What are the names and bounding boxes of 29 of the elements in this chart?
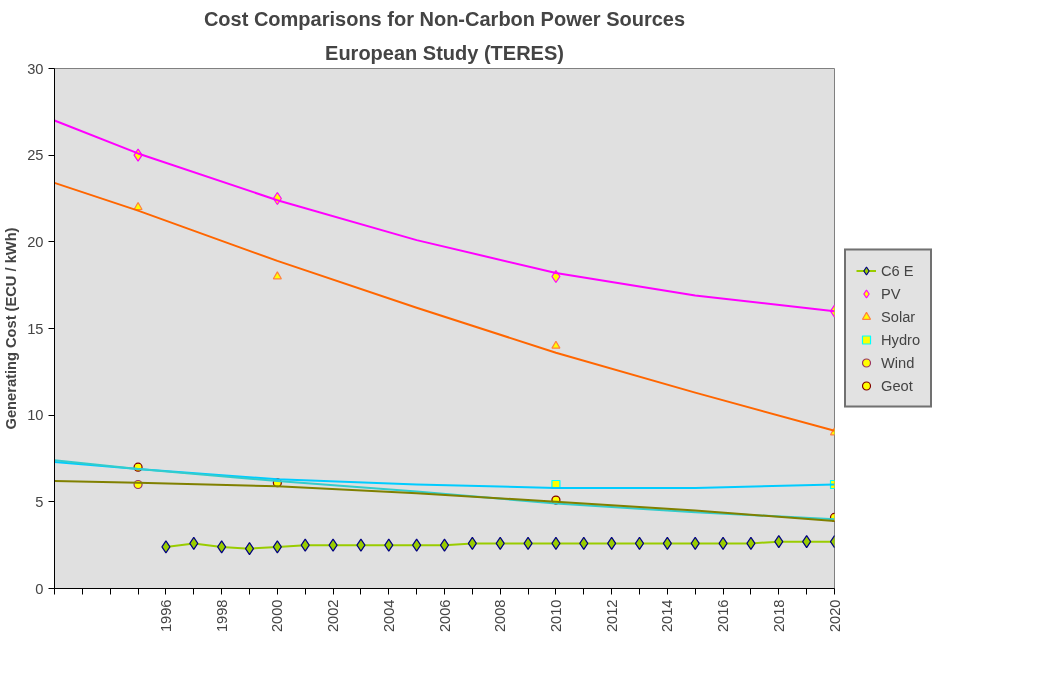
legend-label: Hydro: [881, 331, 921, 348]
legend-label: Geot: [881, 377, 913, 394]
x-tick-label: 2012: [603, 599, 620, 633]
chart-title: Cost Comparisons for Non-Carbon Power Sources: [203, 7, 686, 30]
x-tick-label: 2008: [492, 599, 509, 633]
y-tick-label: 5: [35, 493, 44, 510]
x-tick-label: 2004: [380, 599, 397, 633]
y-tick-label: 20: [27, 233, 44, 250]
y-tick-label: 15: [27, 320, 44, 337]
x-tick-label: 1998: [213, 599, 230, 633]
x-tick-label: 2018: [770, 599, 787, 633]
x-tick-label: 2014: [659, 599, 676, 633]
legend-label: C6 E: [881, 262, 914, 279]
legend-label: PV: [881, 285, 901, 302]
x-tick-label: 2020: [826, 599, 843, 633]
x-tick-label: 1996: [157, 599, 174, 633]
x-tick-label: 2006: [436, 599, 453, 633]
y-tick-label: 25: [27, 147, 44, 164]
chart-subtitle: European Study (TERES): [325, 41, 564, 64]
x-tick-label: 2010: [547, 599, 564, 633]
x-tick-label: 2000: [269, 599, 286, 633]
legend-label: Solar: [881, 308, 916, 325]
y-tick-label: 10: [27, 407, 44, 424]
y-tick-label: 0: [35, 580, 44, 597]
x-tick-label: 2002: [325, 599, 342, 633]
y-tick-label: 30: [27, 60, 44, 77]
x-tick-label: 2016: [715, 599, 732, 633]
legend-label: Wind: [881, 354, 915, 371]
y-axis-title: Generating Cost (ECU / kWh): [3, 227, 20, 430]
